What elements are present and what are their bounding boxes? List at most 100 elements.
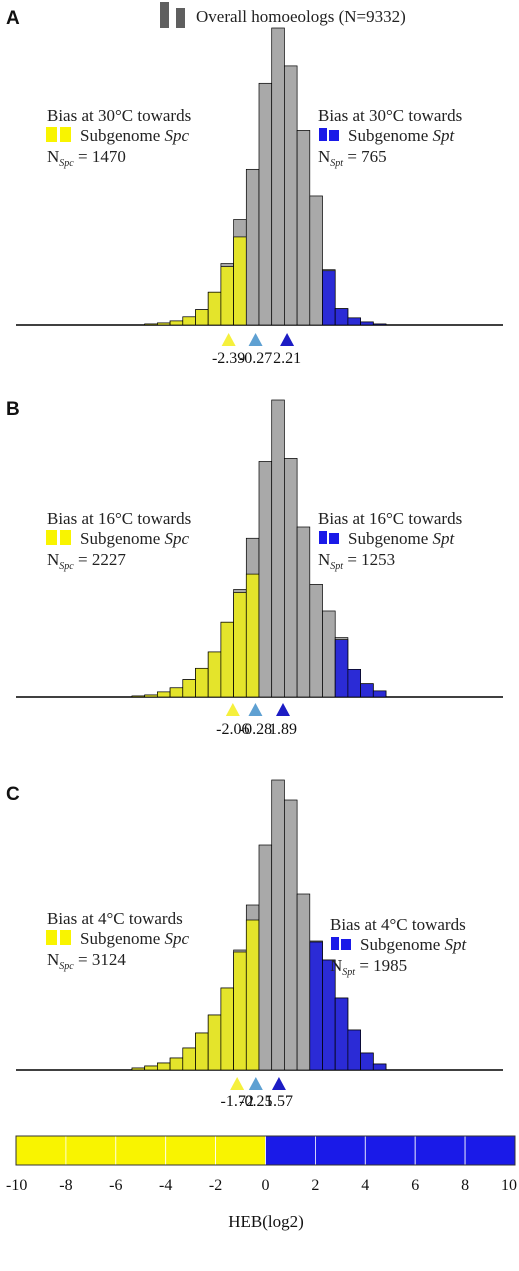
bar-blue xyxy=(360,683,374,698)
left-count-n: N xyxy=(47,950,59,969)
right-subgenome-text: Subgenome xyxy=(348,126,433,145)
left-count-sub: Spc xyxy=(59,158,74,169)
marker-label: 1.89 xyxy=(269,721,297,738)
colorbar-tick-label: 10 xyxy=(501,1177,517,1194)
bar-yellow xyxy=(131,1067,146,1071)
colorbar-segment xyxy=(115,1135,167,1166)
bar-gray xyxy=(271,399,285,698)
bar-gray xyxy=(322,610,336,698)
left-count-value: = 3124 xyxy=(74,950,127,969)
marker-label: -0.27 xyxy=(239,350,272,367)
bar-gray xyxy=(284,458,298,698)
right-subgenome: Subgenome Spt xyxy=(360,935,468,954)
bar-yellow xyxy=(233,236,247,326)
marker-label: 2.21 xyxy=(273,350,301,367)
bar-yellow xyxy=(220,987,234,1071)
left-count-sub: Spc xyxy=(59,961,74,972)
colorbar-tick-label: -8 xyxy=(59,1177,72,1194)
panel-letter: C xyxy=(6,784,20,805)
left-subgenome-name: Spc xyxy=(165,126,190,145)
bar-gray xyxy=(296,130,311,326)
bar-blue xyxy=(372,690,387,698)
right-bias-title: Bias at 30°C towards xyxy=(318,106,462,125)
bar-gray xyxy=(271,27,285,326)
bar-yellow xyxy=(182,1047,196,1071)
left-swatch-2 xyxy=(60,930,71,945)
bar-gray xyxy=(258,82,273,326)
marker-triangle xyxy=(280,333,295,346)
right-swatch-1 xyxy=(319,531,327,544)
right-bias-title: Bias at 16°C towards xyxy=(318,509,462,528)
right-count-value: = 765 xyxy=(343,147,387,166)
bar-gray xyxy=(284,799,298,1071)
marker-label: -2.06 xyxy=(216,721,249,738)
overall-legend-label: Overall homoeologs (N=9332) xyxy=(196,7,406,26)
marker-triangle xyxy=(271,1077,286,1090)
right-count: NSpt = 765 xyxy=(318,147,387,169)
bar-blue xyxy=(360,321,374,326)
bar-yellow xyxy=(245,573,260,698)
right-swatch-1 xyxy=(331,937,339,950)
bar-yellow xyxy=(195,309,209,326)
colorbar-segment xyxy=(414,1135,466,1166)
right-subgenome-text: Subgenome xyxy=(348,529,433,548)
bar-yellow xyxy=(233,592,247,698)
colorbar-segment xyxy=(65,1135,117,1166)
colorbar: -10 -8 -6 -4 -2 0 2 4 6 8 10 HEB(log2) xyxy=(6,1135,517,1231)
left-swatch-1 xyxy=(46,127,57,142)
right-subgenome: Subgenome Spt xyxy=(348,529,456,548)
bar-yellow xyxy=(144,1065,158,1071)
bar-gray xyxy=(271,779,285,1071)
bar-yellow xyxy=(207,651,222,698)
bar-yellow xyxy=(169,320,184,326)
right-count-value: = 1253 xyxy=(343,550,395,569)
bar-yellow xyxy=(144,323,158,326)
right-swatch-2 xyxy=(329,130,339,141)
colorbar-tick-label: 6 xyxy=(411,1177,419,1194)
right-swatch-1 xyxy=(319,128,327,141)
colorbar-segment xyxy=(215,1135,266,1166)
bar-yellow xyxy=(157,691,171,698)
overall-legend-swatch-2 xyxy=(176,8,185,28)
right-subgenome: Subgenome Spt xyxy=(348,126,456,145)
colorbar-tick-label: 8 xyxy=(461,1177,469,1194)
left-swatch-1 xyxy=(46,530,57,545)
left-count: NSpc = 2227 xyxy=(47,550,126,572)
right-count-sub: Spt xyxy=(342,967,355,978)
left-subgenome: Subgenome Spc xyxy=(80,126,190,145)
left-subgenome-text: Subgenome xyxy=(80,126,165,145)
bar-yellow xyxy=(169,1057,184,1071)
bar-blue xyxy=(347,317,361,326)
left-subgenome: Subgenome Spc xyxy=(80,529,190,548)
right-count: NSpt = 1985 xyxy=(330,956,407,978)
marker-triangle xyxy=(225,703,240,716)
bar-yellow xyxy=(220,266,234,326)
left-count-value: = 1470 xyxy=(74,147,126,166)
left-bias-title: Bias at 30°C towards xyxy=(47,106,191,125)
bar-blue xyxy=(372,1063,387,1071)
bar-gray xyxy=(284,65,298,326)
bar-gray xyxy=(258,461,273,698)
left-bias-title: Bias at 4°C towards xyxy=(47,909,183,928)
bar-yellow xyxy=(144,694,158,698)
bar-gray xyxy=(296,526,311,698)
bar-yellow xyxy=(157,322,171,326)
bar-yellow xyxy=(233,951,247,1071)
colorbar-segment xyxy=(364,1135,416,1166)
bar-gray xyxy=(258,844,273,1071)
marker-triangle xyxy=(276,703,291,716)
bar-blue xyxy=(322,270,336,326)
left-subgenome: Subgenome Spc xyxy=(80,929,190,948)
marker-triangle xyxy=(248,1077,263,1090)
right-count: NSpt = 1253 xyxy=(318,550,395,572)
right-subgenome-text: Subgenome xyxy=(360,935,445,954)
right-count-n: N xyxy=(330,956,342,975)
colorbar-tick-label: 4 xyxy=(361,1177,369,1194)
panel-letter: A xyxy=(6,8,20,29)
colorbar-tick-label: 2 xyxy=(311,1177,319,1194)
left-subgenome-text: Subgenome xyxy=(80,929,165,948)
left-count-n: N xyxy=(47,550,59,569)
colorbar-tick-label: -10 xyxy=(6,1177,27,1194)
